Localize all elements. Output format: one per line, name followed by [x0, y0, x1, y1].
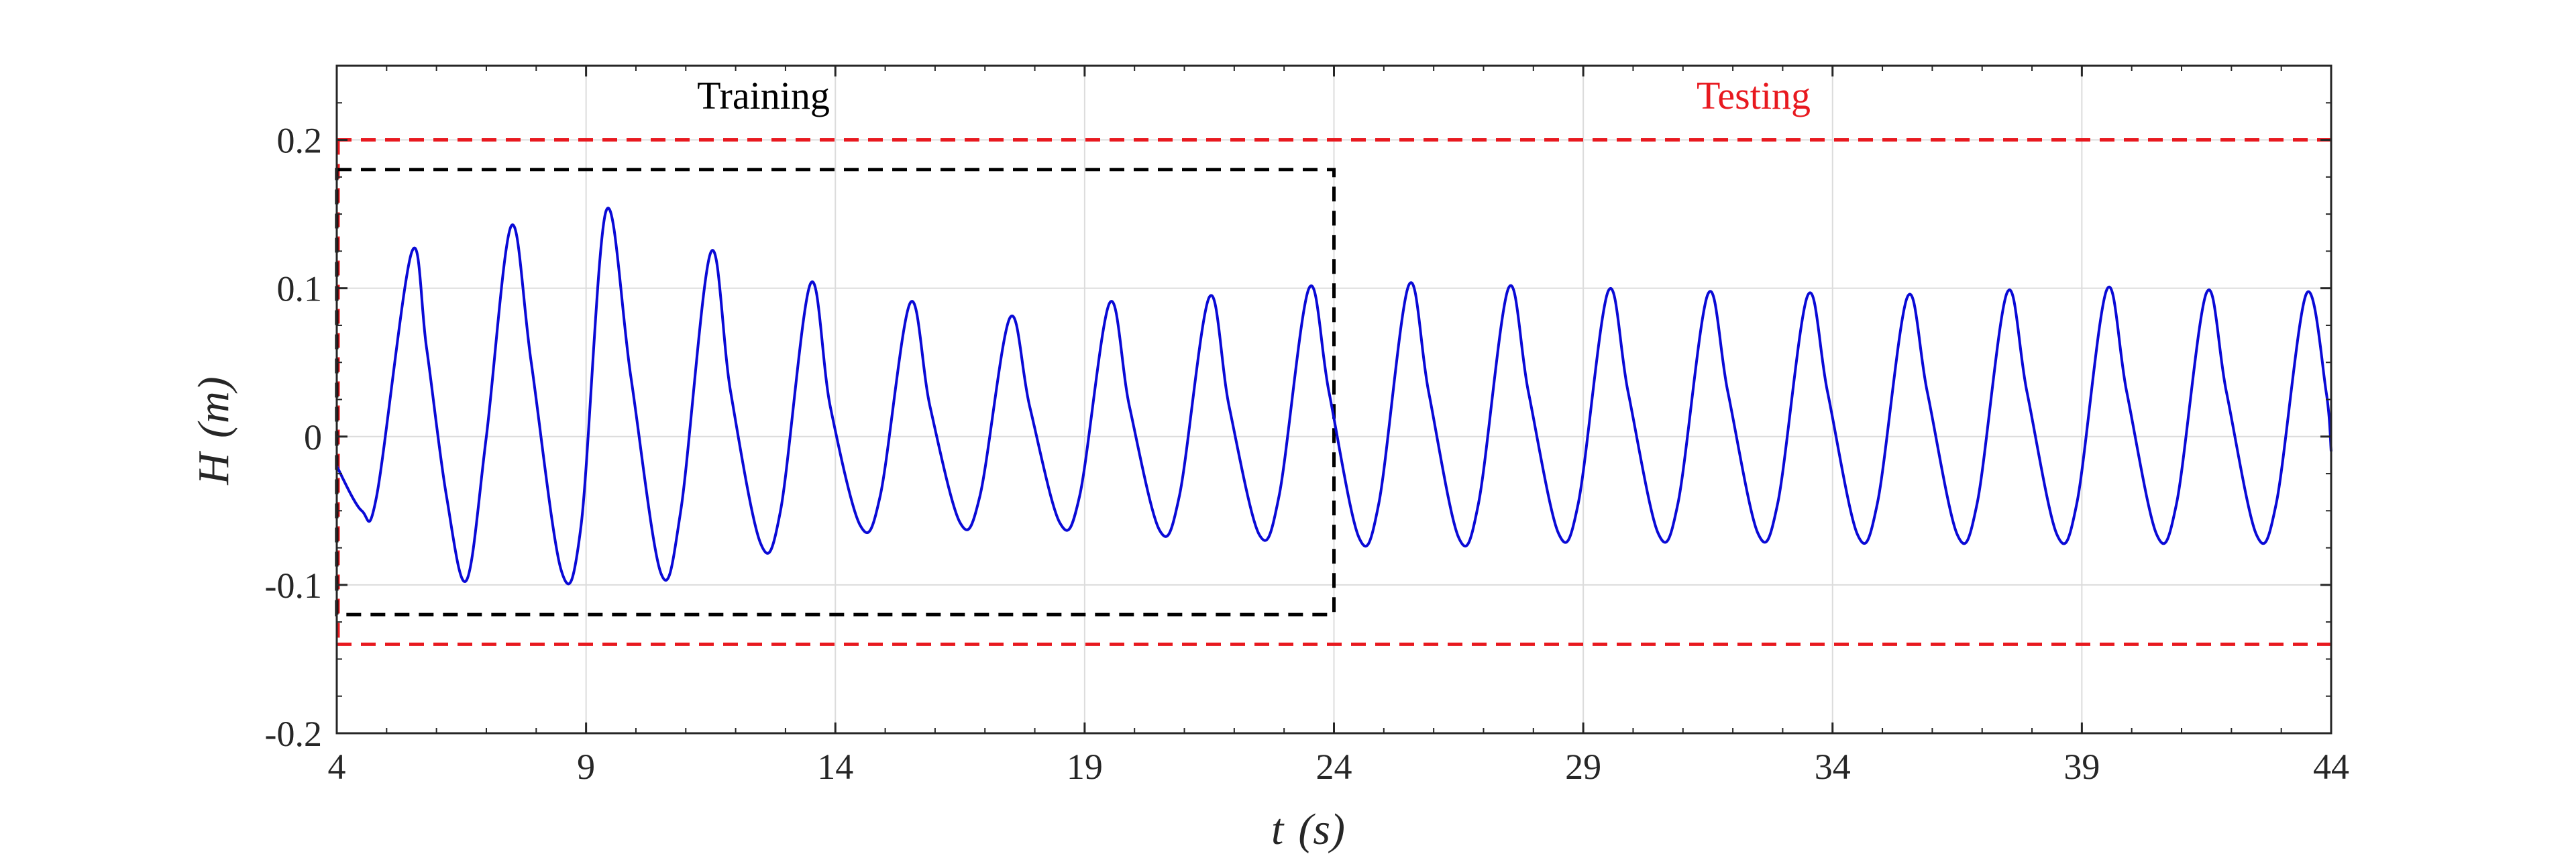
x-tick-label: 24 [1316, 747, 1352, 787]
y-tick-label: 0.2 [277, 121, 323, 161]
x-tick-label: 19 [1067, 747, 1103, 787]
x-tick-label: 9 [577, 747, 595, 787]
y-axis-variable: H [189, 451, 238, 486]
x-tick-label: 44 [2313, 747, 2349, 787]
x-axis-unit: (s) [1298, 805, 1345, 854]
y-axis-unit: (m) [189, 376, 238, 438]
training-label: Training [697, 74, 830, 117]
x-tick-label: 34 [1815, 747, 1851, 787]
wave-height-series-line [335, 207, 2332, 586]
y-axis-label: H (m) [189, 376, 238, 485]
x-tick-label: 39 [2063, 747, 2100, 787]
y-axis-ticks: -0.2 -0.1 0 0.1 0.2 [265, 65, 2331, 754]
x-axis-label: t (s) [1271, 805, 1345, 854]
y-tick-label: -0.1 [265, 566, 322, 606]
series-layer [335, 207, 2332, 586]
testing-label: Testing [1697, 74, 1811, 117]
y-tick-label: 0 [304, 417, 322, 458]
x-axis-ticks: 4 9 14 19 24 29 34 39 44 [328, 66, 2349, 787]
x-tick-label: 4 [328, 747, 346, 787]
x-tick-label: 29 [1565, 747, 1601, 787]
y-tick-label: -0.2 [265, 714, 322, 754]
y-tick-label: 0.1 [277, 269, 323, 309]
x-axis-variable: t [1271, 805, 1285, 854]
x-tick-label: 14 [817, 747, 853, 787]
